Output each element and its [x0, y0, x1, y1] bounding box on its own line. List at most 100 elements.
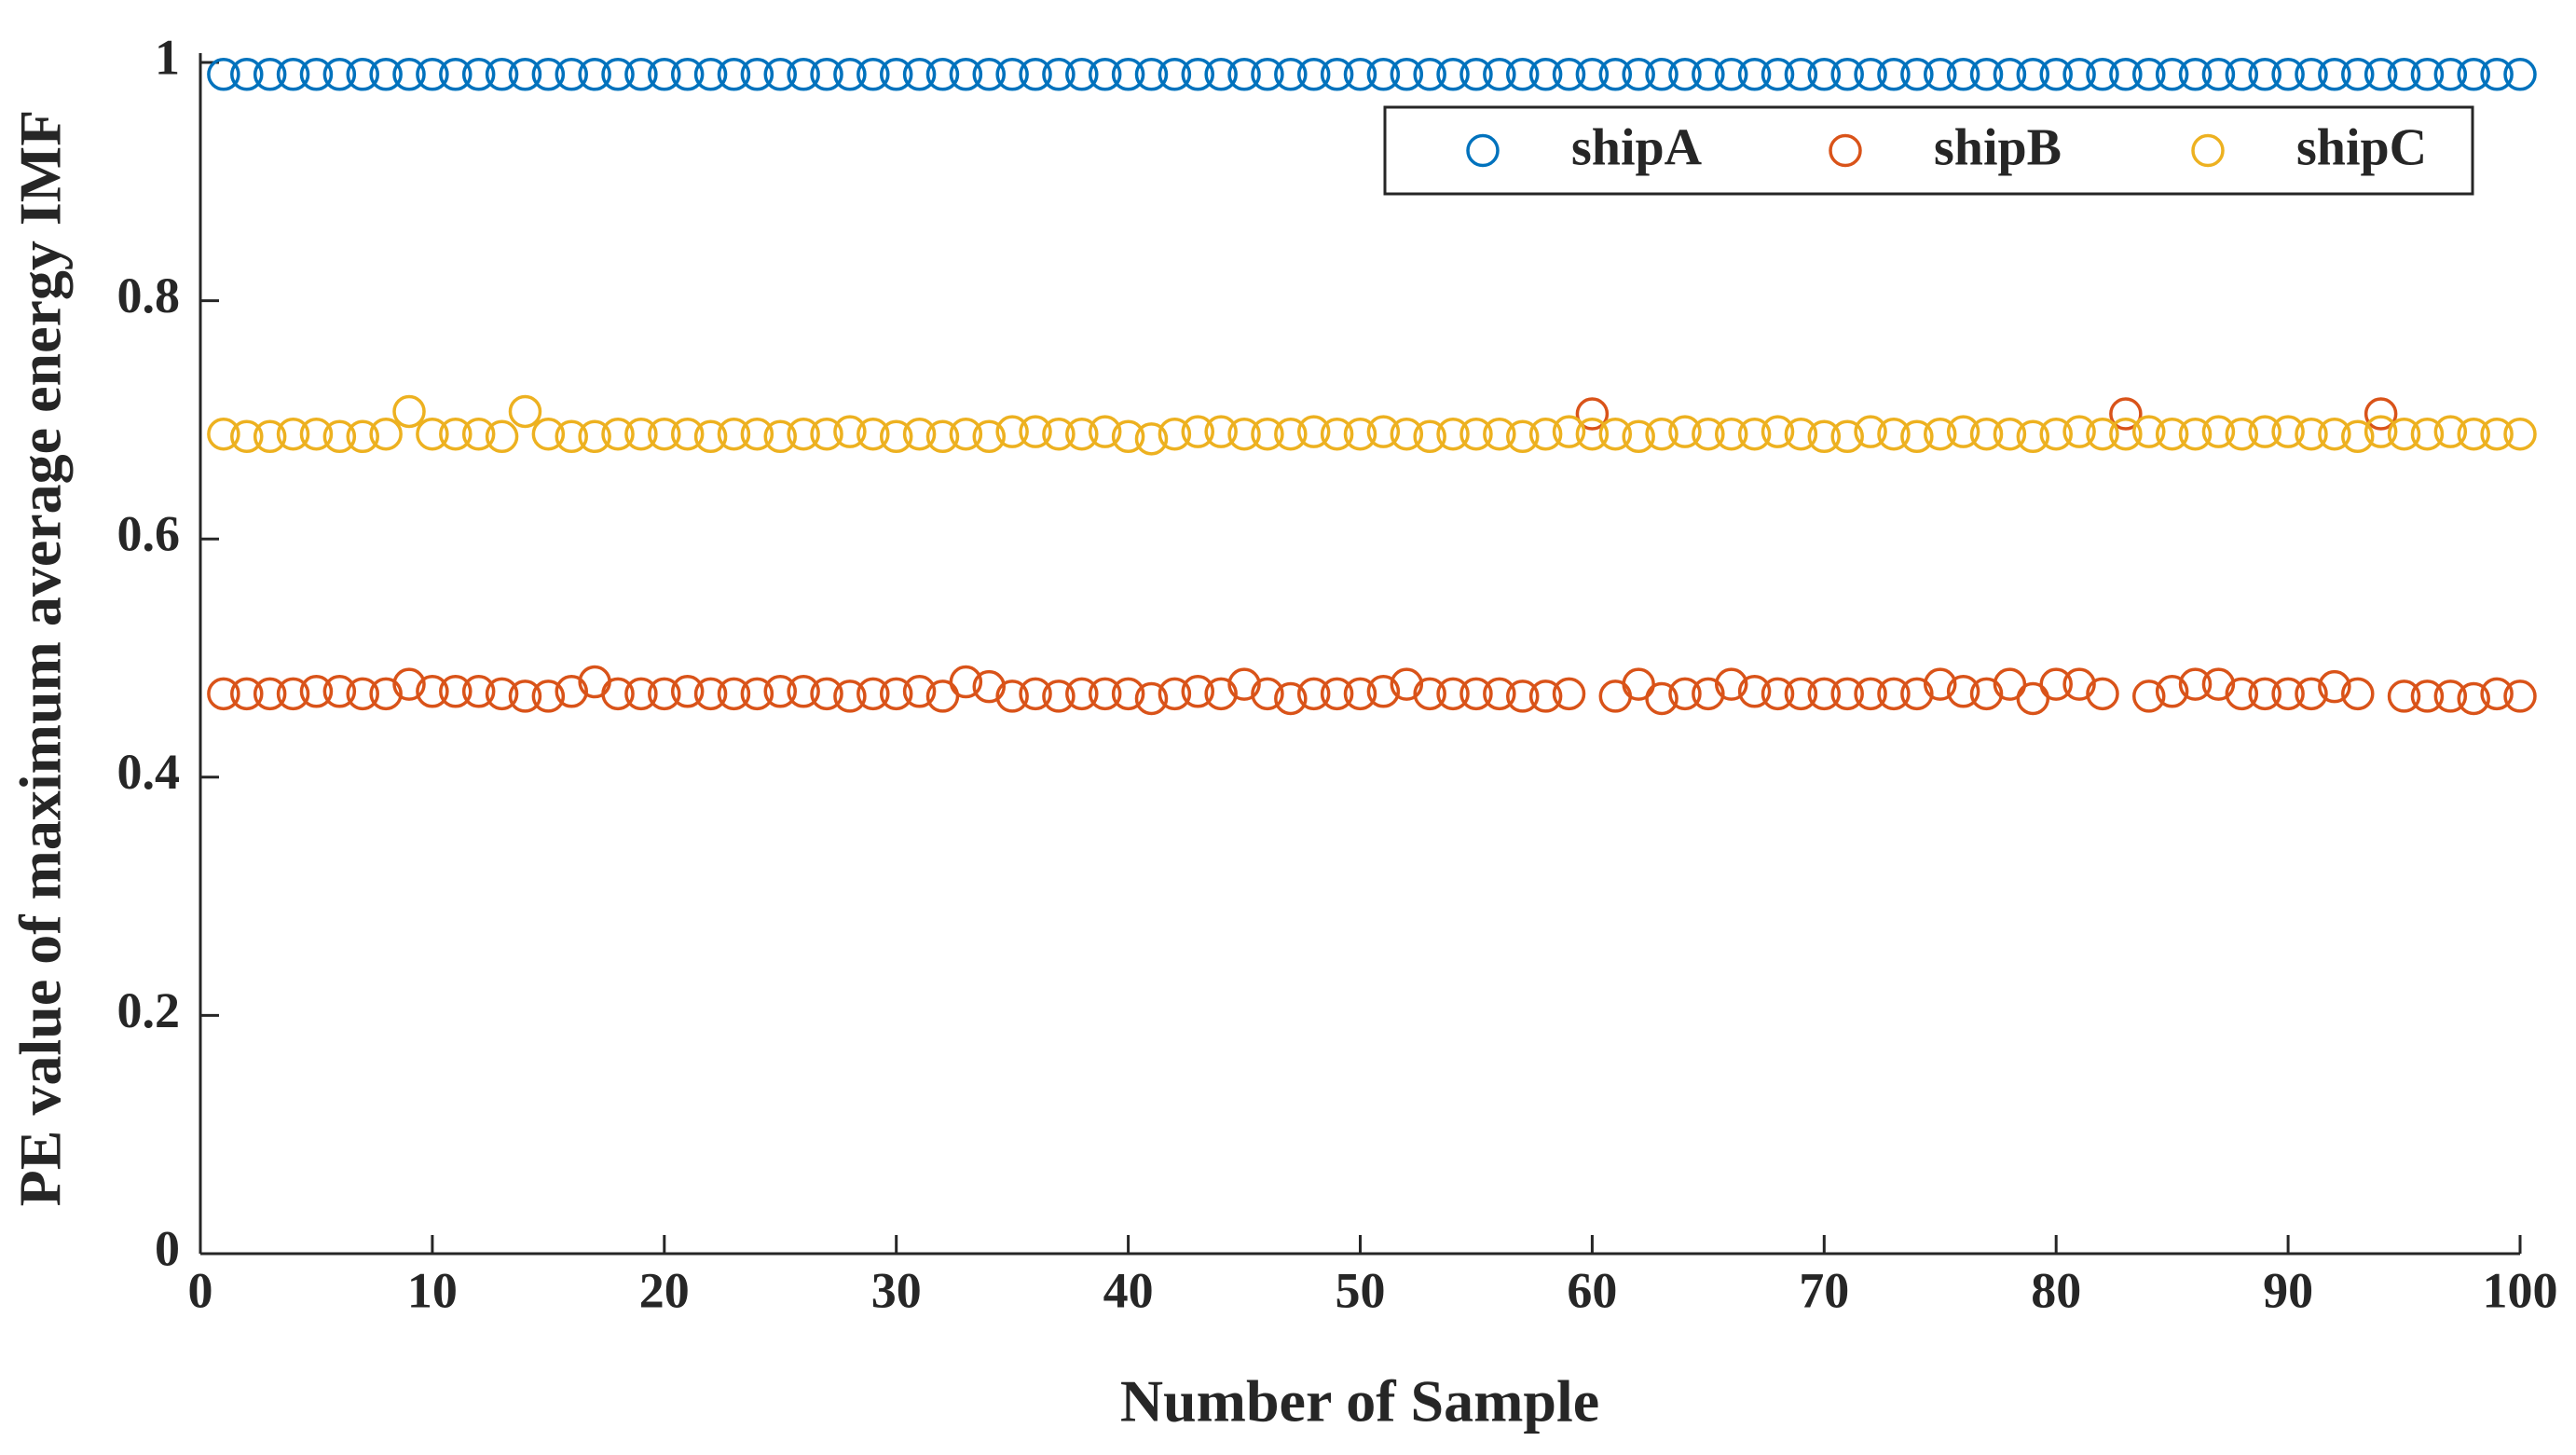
point	[995, 58, 1029, 91]
point	[1019, 415, 1052, 448]
legend-label: shipC	[2296, 118, 2427, 176]
point	[230, 419, 264, 454]
point	[1668, 677, 1702, 711]
point	[648, 417, 681, 451]
point	[2457, 58, 2490, 91]
point	[810, 58, 843, 91]
point	[1552, 58, 1586, 91]
point	[2410, 58, 2445, 91]
point	[346, 677, 379, 711]
point	[833, 415, 867, 448]
point	[2295, 58, 2328, 91]
point	[2062, 667, 2096, 701]
point	[416, 417, 449, 451]
legend-marker	[1829, 133, 1862, 168]
y-tick-label: 0.4	[117, 744, 181, 800]
point	[1575, 397, 1610, 431]
point	[2503, 679, 2537, 713]
point	[1413, 419, 1446, 454]
point	[2039, 417, 2073, 451]
point	[1877, 58, 1911, 91]
point	[416, 58, 449, 91]
point	[1019, 677, 1052, 711]
point	[810, 677, 843, 711]
point	[972, 419, 1007, 454]
point	[346, 419, 379, 454]
point	[253, 677, 287, 711]
point	[2225, 417, 2259, 451]
point	[856, 417, 890, 451]
point	[879, 677, 913, 711]
point	[1807, 419, 1842, 454]
point	[1413, 677, 1446, 711]
point	[2480, 677, 2514, 711]
point	[1528, 417, 1563, 451]
point	[787, 675, 820, 708]
point	[1784, 58, 1818, 91]
point	[670, 675, 705, 708]
point	[1969, 677, 2004, 711]
point	[902, 58, 937, 91]
point	[717, 417, 751, 451]
point	[253, 58, 287, 91]
point	[1737, 58, 1772, 91]
point	[1505, 419, 1540, 454]
point	[1645, 681, 1679, 716]
point	[2410, 679, 2445, 713]
point	[1296, 677, 1331, 711]
point	[624, 677, 658, 711]
point	[207, 58, 240, 91]
point	[2062, 415, 2096, 448]
point	[1622, 419, 1655, 454]
point	[230, 58, 264, 91]
point	[2016, 58, 2050, 91]
x-tick-label: 20	[639, 1262, 690, 1318]
point	[299, 417, 334, 451]
point	[207, 677, 240, 711]
point	[879, 419, 913, 454]
point	[1598, 417, 1633, 451]
point	[1065, 417, 1099, 451]
point	[1969, 58, 2004, 91]
point	[1042, 679, 1076, 713]
point	[578, 419, 611, 454]
point	[1900, 677, 1934, 711]
point	[1343, 417, 1377, 451]
point	[1924, 417, 1957, 451]
point	[1111, 677, 1145, 711]
point	[2364, 397, 2398, 431]
point	[856, 677, 890, 711]
point	[601, 417, 635, 451]
point	[763, 58, 797, 91]
point	[439, 417, 473, 451]
point	[555, 419, 588, 454]
point	[787, 417, 820, 451]
point	[2086, 417, 2119, 451]
point	[624, 58, 658, 91]
point	[1714, 667, 1748, 701]
point	[2387, 58, 2421, 91]
point	[1645, 417, 1679, 451]
point	[2155, 417, 2189, 451]
point	[717, 58, 751, 91]
point	[1274, 681, 1308, 716]
point	[322, 675, 357, 708]
point	[1854, 58, 1887, 91]
x-tick-label: 80	[2031, 1262, 2081, 1318]
point	[833, 679, 867, 713]
point	[1181, 415, 1215, 448]
point	[1134, 422, 1169, 456]
point	[1969, 417, 2004, 451]
point	[601, 677, 635, 711]
point	[763, 675, 797, 708]
point	[648, 58, 681, 91]
point	[1134, 681, 1169, 716]
point	[972, 669, 1007, 704]
point	[1505, 58, 1540, 91]
point	[1993, 58, 2027, 91]
point	[1761, 677, 1795, 711]
point	[508, 394, 542, 429]
point	[1692, 677, 1725, 711]
point	[1320, 677, 1354, 711]
point	[1483, 417, 1516, 451]
